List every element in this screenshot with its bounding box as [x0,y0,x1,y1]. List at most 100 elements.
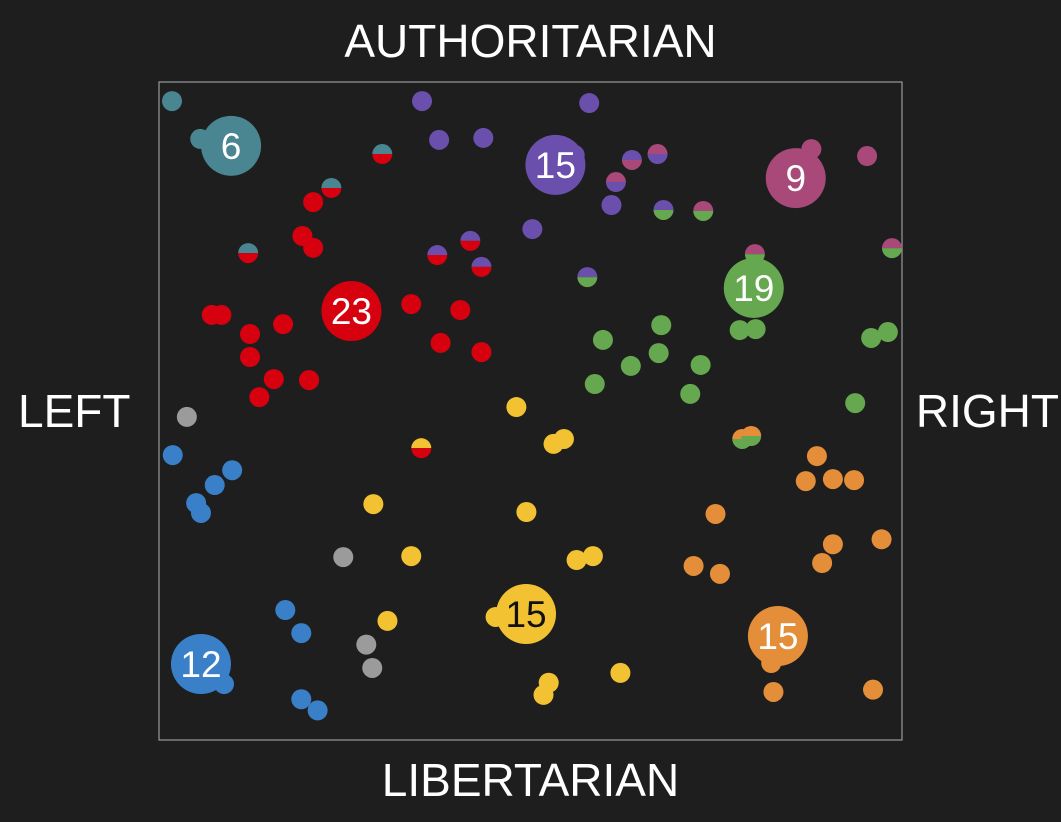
data-point [680,383,701,404]
data-point [307,700,328,721]
data-point [303,192,324,213]
data-point-bottom-half [372,154,393,165]
data-point [620,355,641,376]
data-point [844,470,865,491]
data-point-dot [291,623,312,644]
cluster-green: 19 [723,257,784,318]
data-point [648,343,669,364]
y-axis-min-label: LIBERTARIAN [381,754,680,806]
data-point-top-half [621,149,642,160]
data-point [822,469,843,490]
data-point [871,529,892,550]
cluster-bubble [765,148,826,209]
data-point [291,623,312,644]
data-point-bottom-half [741,436,762,447]
data-point-bottom-half [321,187,342,198]
data-point [651,315,672,336]
data-point-bottom-half [881,248,902,259]
data-point [693,200,714,221]
data-point-dot [307,700,328,721]
cluster-purple: 15 [525,134,586,195]
cluster-bubble [170,634,231,695]
cluster-bubble [321,280,382,341]
data-point [263,369,284,390]
cluster-bubble [747,606,808,667]
data-point-top-half [372,144,393,155]
data-point-dot [601,195,622,216]
points-layer [162,91,902,721]
data-point [372,144,393,165]
data-point-dot [333,547,354,568]
x-axis-min-label: LEFT [18,385,131,437]
clusters-layer: 6 15 9 23 19 15 15 12 [170,115,826,695]
cluster-count-label: 15 [535,145,576,186]
cluster-red: 23 [321,280,382,341]
data-point [240,347,261,368]
data-point [291,689,312,710]
cluster-teal: 6 [201,115,262,176]
cluster-orange: 15 [747,606,808,667]
data-point [822,534,843,555]
data-point-dot [249,387,270,408]
data-point-top-half [653,199,674,210]
data-point-dot [729,320,750,341]
data-point-dot [709,563,730,584]
data-point [162,91,183,112]
data-point-dot [412,91,433,112]
data-point [812,552,833,573]
data-point-dot [506,397,527,418]
plot-frame [158,81,903,741]
data-point [610,662,631,683]
data-point [430,332,451,353]
y-axis-max-label: AUTHORITARIAN [344,15,717,67]
data-point-dot [690,354,711,375]
data-point [211,304,232,325]
data-point-dot [745,319,766,340]
cluster-blue: 12 [170,634,231,695]
data-point [543,433,564,454]
data-point-dot [579,93,600,114]
data-point-bottom-half [460,240,481,251]
data-point [377,610,398,631]
data-point-dot [190,502,211,523]
data-point [450,299,471,320]
data-point-dot [176,406,197,427]
data-point [763,681,784,702]
data-point-dot [763,681,784,702]
x-axis-max-label: RIGHT [915,385,1059,437]
data-point [356,634,377,655]
data-point-top-half [605,172,626,183]
data-point [321,177,342,198]
data-point-dot [473,127,494,148]
data-point-dot [204,475,225,496]
data-point [162,445,183,466]
data-point [605,172,626,193]
data-point-dot [566,550,587,571]
data-point-dot [648,343,669,364]
data-point-dot [806,446,827,467]
data-point-dot [871,529,892,550]
data-point [653,199,674,220]
data-point [579,93,600,114]
data-point-top-half [411,438,432,449]
data-point [647,144,668,165]
data-point-dot [522,219,543,240]
data-point-dot [162,445,183,466]
data-point-top-half [238,243,259,254]
data-point [249,387,270,408]
data-point [299,370,320,391]
data-point [471,342,492,363]
data-point [427,245,448,266]
data-point-bottom-half [647,154,668,165]
cluster-count-label: 15 [505,594,546,635]
data-point-dot [291,689,312,710]
data-point-dot [683,555,704,576]
cluster-count-label: 12 [180,644,221,685]
data-point [861,327,882,348]
data-point [705,503,726,524]
data-point [471,256,492,277]
data-point-dot [356,634,377,655]
data-point [709,563,730,584]
data-point-dot [705,503,726,524]
data-point-dot [275,600,296,621]
